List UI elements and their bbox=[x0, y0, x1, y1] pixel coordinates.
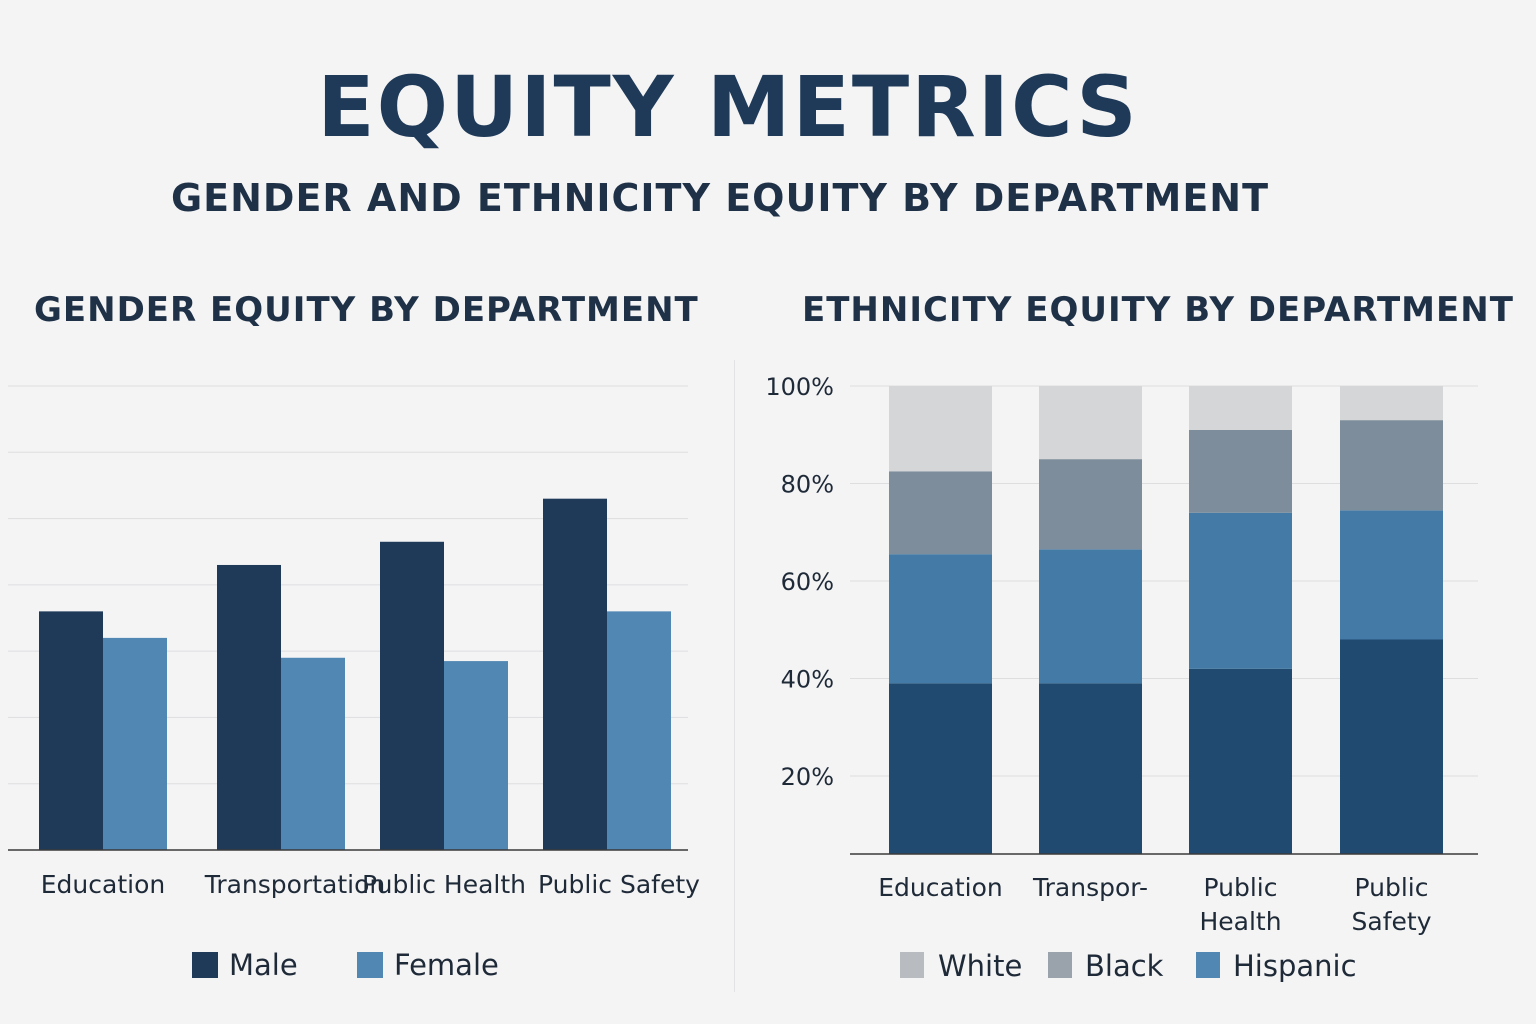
x-tick-label: Public Safety bbox=[538, 870, 700, 899]
x-tick-label: Public bbox=[1204, 873, 1278, 902]
y-tick-label: 20% bbox=[781, 763, 834, 791]
page-subtitle: GENDER AND ETHNICITY EQUITY BY DEPARTMEN… bbox=[170, 176, 1270, 220]
x-tick-label: Public bbox=[1355, 873, 1429, 902]
legend-swatch-black bbox=[1048, 952, 1072, 978]
stacked-segment-base-3 bbox=[1189, 668, 1292, 854]
y-tick-label: 80% bbox=[781, 471, 834, 499]
legend-swatch-white bbox=[900, 952, 924, 978]
bar-male-education bbox=[39, 611, 103, 850]
x-tick-label: Transportation bbox=[204, 870, 386, 899]
stacked-segment-base-4 bbox=[1340, 639, 1443, 854]
stacked-segment-hispanic-1 bbox=[889, 554, 992, 684]
stacked-segment-white-3 bbox=[1189, 386, 1292, 430]
x-tick-label: Transpor- bbox=[1032, 873, 1148, 902]
bar-male-public-safety bbox=[543, 498, 607, 850]
stacked-segment-black-2 bbox=[1039, 459, 1142, 550]
legend-label: Female bbox=[394, 948, 499, 982]
bar-male-transportation bbox=[217, 564, 281, 850]
stacked-segment-hispanic-2 bbox=[1039, 549, 1142, 684]
x-tick-label: Education bbox=[41, 870, 165, 899]
bar-female-transportation bbox=[281, 657, 345, 850]
stacked-segment-white-4 bbox=[1340, 386, 1443, 421]
legend-swatch-hispanic bbox=[1196, 952, 1220, 978]
panel-divider bbox=[734, 360, 735, 992]
legend-label: Black bbox=[1085, 949, 1164, 983]
x-tick-label: Education bbox=[878, 873, 1002, 902]
stacked-segment-base-2 bbox=[1039, 683, 1142, 854]
stacked-segment-hispanic-3 bbox=[1189, 512, 1292, 669]
legend-swatch-male bbox=[192, 952, 218, 978]
bar-female-education bbox=[103, 637, 167, 850]
y-tick-label: 60% bbox=[781, 568, 834, 596]
legend-label: Hispanic bbox=[1233, 949, 1357, 983]
gender-chart-title: GENDER EQUITY BY DEPARTMENT bbox=[34, 290, 699, 330]
stacked-segment-black-3 bbox=[1189, 429, 1292, 513]
stacked-segment-white-1 bbox=[889, 386, 992, 472]
stacked-segment-black-4 bbox=[1340, 420, 1443, 511]
bar-female-public-safety bbox=[607, 611, 671, 850]
x-tick-label: Public Health bbox=[362, 870, 526, 899]
y-tick-label: 100% bbox=[765, 373, 834, 401]
x-tick-label: Safety bbox=[1352, 907, 1432, 936]
stacked-segment-base-1 bbox=[889, 683, 992, 854]
legend-label: White bbox=[938, 949, 1022, 983]
x-tick-label: Health bbox=[1199, 907, 1281, 936]
page-title: EQUITY METRICS bbox=[317, 58, 1139, 156]
bar-male-public-health bbox=[380, 541, 444, 850]
legend-swatch-female bbox=[357, 952, 383, 978]
stacked-segment-white-2 bbox=[1039, 386, 1142, 460]
bar-female-public-health bbox=[444, 661, 508, 850]
stacked-segment-black-1 bbox=[889, 471, 992, 555]
legend-label: Male bbox=[229, 948, 298, 982]
stacked-segment-hispanic-4 bbox=[1340, 510, 1443, 640]
ethnicity-chart-title: ETHNICITY EQUITY BY DEPARTMENT bbox=[802, 290, 1514, 330]
y-tick-label: 40% bbox=[781, 666, 834, 694]
